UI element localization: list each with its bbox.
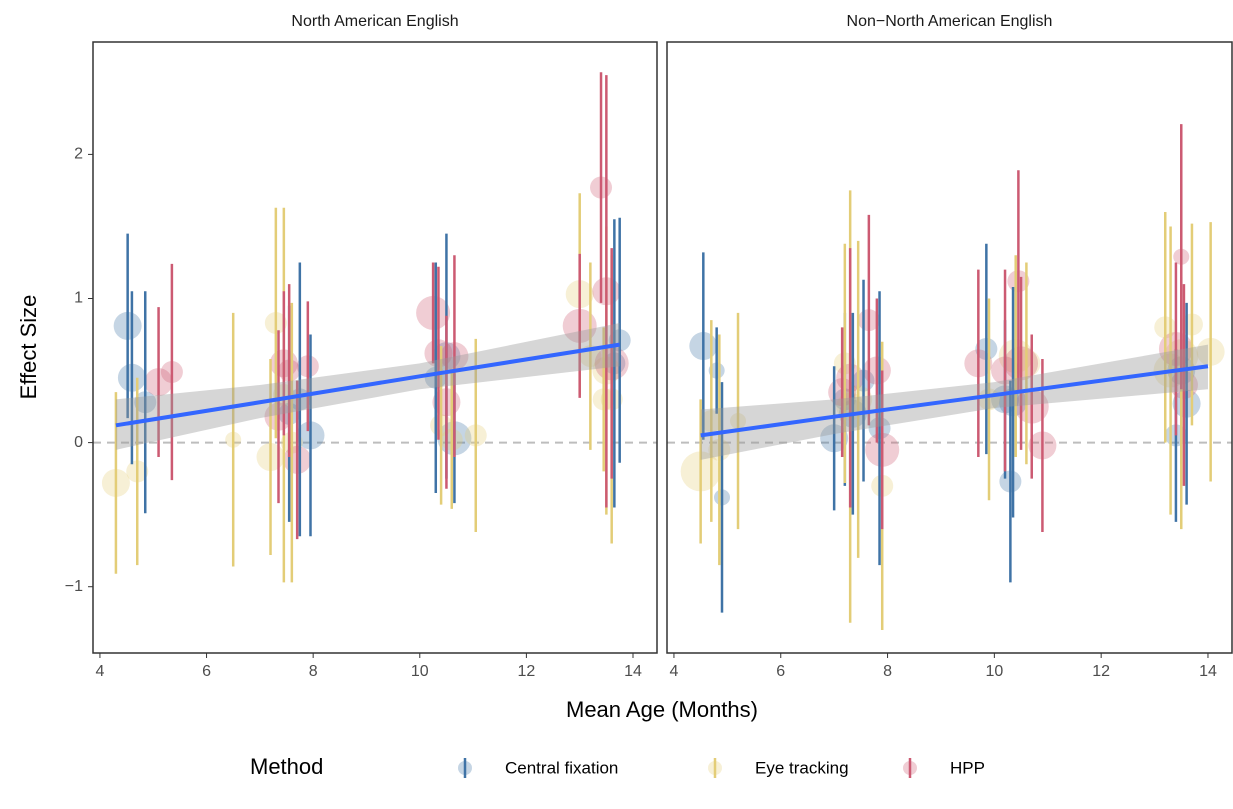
fit-line [700,364,1209,438]
x-tick-label: 4 [95,663,104,680]
y-tick-label: 2 [74,146,83,163]
panel-border [92,41,658,654]
x-axis-title: Mean Age (Months) [566,697,758,722]
x-tick-label: 10 [411,663,429,680]
y-axis-title: Effect Size [16,295,41,400]
facet-title: North American English [291,13,458,30]
x-tick-label: 6 [202,663,211,680]
y-tick-label: 1 [74,290,83,307]
fit-line [115,342,620,428]
x-tick-label: 10 [985,663,1003,680]
x-tick-label: 12 [1092,663,1110,680]
x-tick-label: 8 [309,663,318,680]
facet-title: Non−North American English [847,13,1053,30]
x-tick-label: 4 [669,663,678,680]
legend-label: Eye tracking [755,758,849,777]
x-tick-label: 14 [1199,663,1217,680]
x-tick-label: 8 [883,663,892,680]
legend-label: HPP [950,758,985,777]
panel-border [666,41,1233,654]
x-tick-label: 14 [624,663,642,680]
x-tick-label: 6 [776,663,785,680]
legend-title: Method [250,754,323,779]
legend-label: Central fixation [505,758,618,777]
y-tick-label: −1 [65,578,83,595]
y-tick-label: 0 [74,434,83,451]
x-tick-label: 12 [517,663,535,680]
